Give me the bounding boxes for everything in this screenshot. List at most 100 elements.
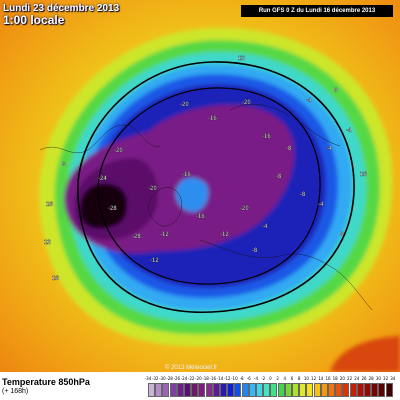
legend-swatch — [378, 383, 386, 397]
band-black-core — [79, 183, 128, 229]
legend-swatch — [284, 383, 292, 397]
legend-tick-label: 24 — [354, 376, 360, 381]
legend-tick-label: -26 — [173, 376, 181, 381]
run-info: Run GFS 0 Z du Lundi 16 décembre 2013 — [241, 5, 393, 17]
legend-swatch — [169, 383, 177, 397]
legend-tick-label: 18 — [332, 376, 338, 381]
contour-label: -24 — [98, 176, 107, 182]
legend-tick-label: 30 — [375, 376, 381, 381]
legend-tick-label: -2 — [261, 376, 266, 381]
contour-label: -16 — [182, 172, 191, 178]
contour-label: -8 — [286, 146, 292, 152]
legend-swatch — [263, 383, 271, 397]
legend-swatch — [364, 383, 371, 397]
contour-label: 8 — [62, 162, 66, 168]
legend-swatch — [148, 383, 155, 397]
contour-label: -4 — [326, 146, 332, 152]
legend-tick-label: 10 — [303, 376, 309, 381]
contour-label: -16 — [262, 134, 271, 140]
legend-swatch — [241, 383, 249, 397]
contour-inner — [97, 87, 321, 285]
contour-label: -20 — [148, 186, 157, 192]
legend-swatch — [385, 383, 393, 397]
legend-swatch — [306, 383, 314, 397]
band-blue-pocket — [175, 177, 209, 212]
legend-tick-label: -30 — [159, 376, 166, 381]
contour-label: -12 — [150, 258, 159, 264]
contour-label: 16 — [360, 172, 367, 178]
contour-label: -8 — [300, 192, 306, 198]
coastline-siberia — [229, 104, 341, 147]
legend-tick-label: 4 — [283, 376, 287, 381]
legend-tick-label: -6 — [246, 376, 251, 381]
coastline-greenland — [148, 187, 182, 227]
legend-swatch — [176, 383, 184, 397]
contour-label: 16 — [46, 202, 53, 208]
forecast-date: Lundi 23 décembre 2013 — [3, 3, 120, 14]
contour-label: -12 — [160, 232, 169, 238]
legend-tick-label: 20 — [339, 376, 345, 381]
legend-tick-label: -28 — [166, 376, 173, 381]
band-red-corner — [330, 336, 400, 372]
legend-swatch — [270, 383, 278, 397]
legend-tick-label: 14 — [318, 376, 324, 381]
contour-labels: -28 -24 -28 -20 -16 -12 -16 -20 -4 -12 -20 -16 -8 -8 -… — [44, 56, 368, 282]
contour-label: -4 — [262, 224, 268, 230]
legend-title: Temperature 850hPa — [2, 377, 90, 387]
legend-swatch — [212, 383, 220, 397]
legend-tick-label: -12 — [223, 376, 231, 381]
legend-tick-label: -20 — [195, 376, 202, 381]
legend-swatch — [191, 383, 199, 397]
legend-swatch — [313, 383, 321, 397]
legend-swatch — [356, 383, 364, 397]
contour-lines — [77, 61, 355, 313]
legend-tick-label: 0 — [269, 376, 272, 381]
legend-swatch — [227, 383, 235, 397]
contour-label: 12 — [44, 240, 51, 246]
contour-label: -20 — [240, 206, 249, 212]
legend-tick-label: -18 — [202, 376, 209, 381]
contour-label: -12 — [220, 232, 229, 238]
legend-swatch — [328, 383, 335, 397]
legend-tick-label: 26 — [361, 376, 367, 381]
legend-tick-label: -22 — [187, 376, 195, 381]
contour-label: -16 — [196, 214, 205, 220]
legend-tick-label: -4 — [254, 376, 258, 381]
contour-label: -28 — [132, 234, 141, 240]
contour-label: -8 — [276, 174, 282, 180]
temperature-bands — [39, 27, 400, 372]
legend-tick-label: -14 — [216, 376, 224, 381]
legend-tick-label: 6 — [290, 376, 294, 381]
legend-footer: Temperature 850hPa (+ 168h) -34 -32 -30 -28… — [0, 372, 400, 400]
legend-swatch — [277, 383, 285, 397]
contour-label: -16 — [208, 116, 217, 122]
legend-tick-label: -24 — [180, 376, 188, 381]
contour-label: -8 — [252, 248, 258, 254]
legend-swatch — [162, 383, 170, 397]
forecast-time: 1:00 locale — [3, 13, 65, 27]
legend-swatch — [335, 383, 343, 397]
legend-tick-label: -10 — [231, 376, 238, 381]
legend-swatch — [292, 383, 299, 397]
legend-tick-label: -34 — [144, 376, 152, 381]
legend-tick-label: 16 — [325, 376, 331, 381]
contour-label: -20 — [180, 102, 189, 108]
legend-swatch — [248, 383, 256, 397]
legend-swatch — [155, 383, 163, 397]
contour-label: 8 — [340, 232, 344, 238]
coastline-eurasia — [199, 239, 373, 311]
legend-swatch — [349, 383, 357, 397]
map-copyright: © 2013 Meteociel.fr — [165, 364, 217, 371]
contour-outer — [77, 61, 355, 313]
temperature-map: -28 -24 -28 -20 -16 -12 -16 -20 -4 -12 -20 -16 -8 -8 -… — [0, 0, 400, 372]
contour-label: 8 — [334, 88, 338, 94]
contour-label: 16 — [52, 276, 59, 282]
contour-label: -20 — [242, 100, 251, 106]
legend-tick-label: -8 — [239, 376, 244, 381]
legend-swatch — [371, 383, 379, 397]
legend-tick-label: 12 — [311, 376, 317, 381]
legend-swatch — [299, 383, 307, 397]
contour-label: -4 — [346, 128, 352, 134]
legend-swatch — [256, 383, 263, 397]
